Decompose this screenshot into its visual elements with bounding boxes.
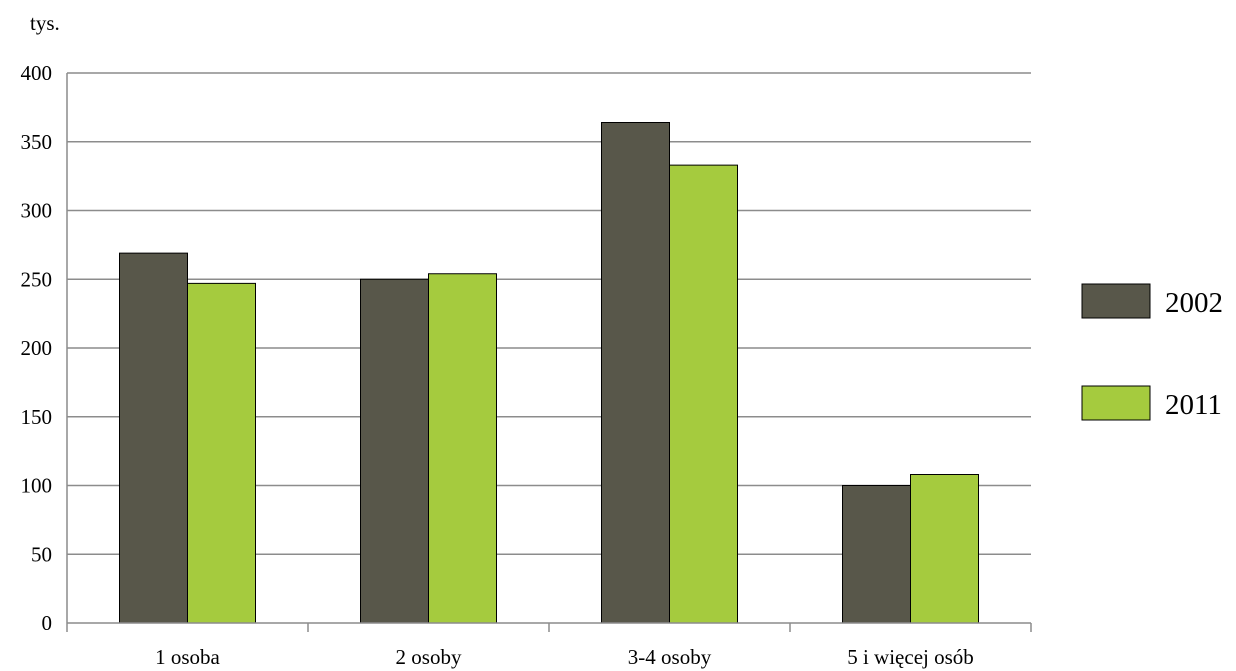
y-tick-label: 400 [21, 61, 53, 85]
bar-2011-0 [187, 282, 256, 624]
x-category-label: 5 i więcej osób [847, 645, 974, 669]
legend-swatch-2011 [1081, 385, 1151, 421]
y-tick-label: 250 [21, 267, 53, 291]
legend-label-2011: 2011 [1165, 389, 1222, 421]
bar-2011-3 [910, 474, 979, 624]
bar-2002-2 [601, 122, 670, 624]
y-axis-unit-label: tys. [30, 11, 60, 35]
legend: 2002 2011 [1081, 283, 1223, 421]
y-tick-label: 150 [21, 405, 53, 429]
y-tick-label: 300 [21, 199, 53, 223]
bar-2002-1 [360, 278, 429, 624]
legend-swatch-2002 [1081, 283, 1151, 319]
y-tick-label: 50 [31, 542, 52, 566]
axes [66, 73, 1032, 632]
y-tick-label: 100 [21, 474, 53, 498]
bar-2011-2 [669, 164, 738, 624]
y-tick-label: 350 [21, 130, 53, 154]
bar-2002-0 [119, 252, 188, 624]
labels: tys. 0 50 100 150 200 250 300 350 400 1 osoba 2 os… [21, 11, 974, 669]
bar-2002-3 [842, 485, 911, 624]
bar-2011-1 [428, 273, 497, 624]
y-tick-label: 200 [21, 336, 53, 360]
y-tick-label: 0 [42, 611, 53, 635]
legend-label-2002: 2002 [1165, 287, 1223, 319]
bars [119, 122, 979, 624]
x-category-label: 3-4 osoby [628, 645, 712, 669]
x-category-label: 2 osoby [396, 645, 462, 669]
x-category-label: 1 osoba [155, 645, 220, 669]
